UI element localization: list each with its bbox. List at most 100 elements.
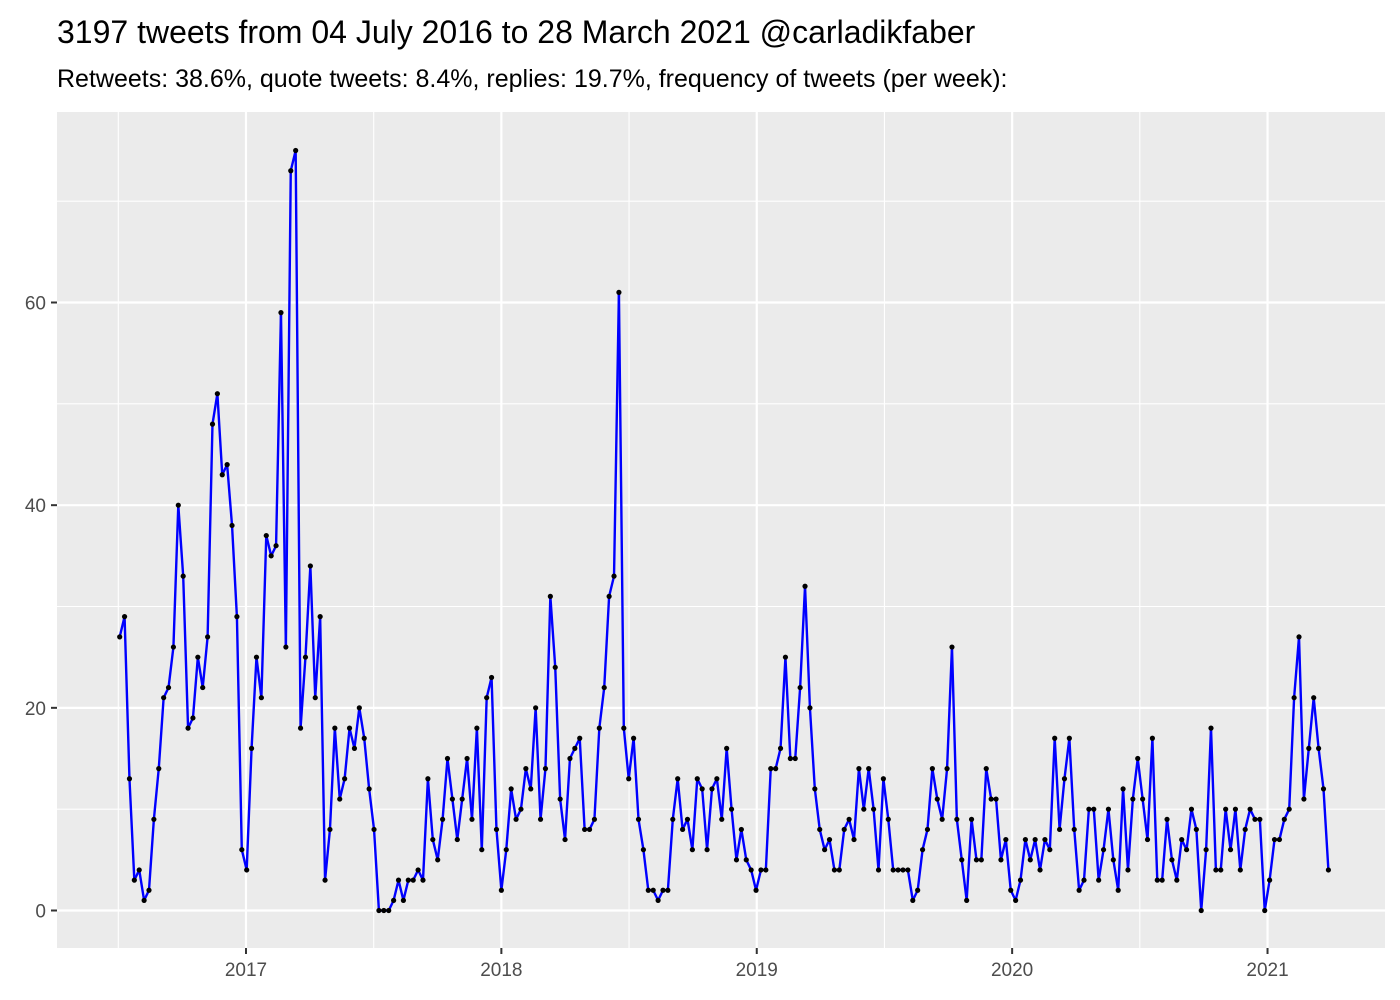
data-point [1110, 857, 1116, 863]
data-point [1169, 857, 1175, 863]
data-point [1164, 816, 1170, 822]
line-segment [598, 686, 606, 730]
line-segment [1126, 797, 1135, 872]
data-point [631, 735, 637, 741]
data-point [1125, 867, 1131, 873]
line-segment [970, 818, 978, 862]
data-point [1252, 816, 1258, 822]
data-point [1076, 887, 1082, 893]
data-point [591, 816, 598, 822]
data-point [484, 695, 490, 701]
data-point [944, 766, 950, 772]
line-segment [955, 818, 963, 862]
line-segment [867, 767, 875, 811]
data-point [964, 897, 970, 903]
data-point [890, 867, 896, 873]
data-point [263, 532, 269, 539]
data-point [1291, 695, 1297, 701]
data-point [817, 826, 823, 833]
line-segment [1234, 807, 1242, 872]
data-point [165, 684, 172, 691]
data-point [1213, 867, 1219, 873]
data-point [1159, 877, 1165, 883]
data-point [606, 593, 612, 599]
line-segment [304, 564, 312, 659]
data-point [738, 826, 744, 833]
line-segment [838, 828, 846, 872]
line-segment [749, 868, 758, 892]
line-segment [1092, 807, 1100, 882]
line-segment [906, 868, 914, 902]
data-point [1223, 806, 1229, 812]
line-segment [1175, 838, 1183, 882]
line-segment [367, 787, 376, 831]
line-segment [720, 747, 728, 821]
data-point [939, 816, 945, 822]
line-segment [1278, 818, 1286, 841]
data-point [528, 786, 534, 792]
data-point [293, 147, 299, 154]
data-point [322, 877, 328, 883]
line-segment [1312, 696, 1320, 750]
data-point [214, 391, 220, 397]
line-segment [563, 757, 572, 841]
data-point [704, 847, 710, 853]
line-segment [421, 777, 430, 882]
data-point [449, 796, 455, 802]
data-point [699, 786, 705, 792]
data-point [885, 816, 891, 822]
data-point [209, 421, 216, 427]
line-segment [191, 655, 200, 720]
data-point [910, 897, 916, 903]
data-point [1056, 826, 1063, 833]
line-segment [1317, 747, 1325, 791]
data-point [655, 897, 661, 903]
plot-panel [57, 112, 1385, 948]
data-point [753, 887, 759, 893]
data-point [1281, 816, 1287, 822]
line-segment [593, 726, 601, 821]
data-point [988, 796, 994, 802]
data-point [1071, 826, 1077, 833]
data-point [1086, 806, 1092, 812]
data-point [464, 755, 470, 762]
series-points-group [117, 147, 1331, 914]
data-point [1208, 725, 1214, 731]
line-segment [167, 645, 175, 689]
data-point [826, 836, 833, 843]
line-segment [402, 878, 410, 902]
line-segment [774, 747, 782, 770]
data-point [1061, 776, 1068, 782]
data-point [773, 766, 779, 772]
line-segment [181, 574, 190, 730]
data-point [1296, 634, 1302, 640]
line-segment [544, 595, 552, 770]
line-segment [950, 645, 959, 821]
y-tick-label: 20 [25, 699, 46, 720]
data-point [332, 725, 338, 731]
data-point [488, 674, 495, 681]
line-segment [627, 737, 635, 780]
data-point [1120, 786, 1126, 792]
data-point [660, 887, 666, 893]
data-point [645, 887, 651, 893]
y-tick-label: 0 [35, 902, 46, 923]
data-point [136, 867, 142, 873]
data-point [190, 715, 196, 721]
data-point [273, 543, 279, 549]
x-axis: 2017 2018 2019 2020 2021 [225, 948, 1289, 981]
data-point [121, 614, 128, 620]
data-point [1105, 806, 1112, 812]
line-segment [177, 503, 185, 578]
line-segment [358, 706, 366, 740]
data-point [219, 472, 225, 478]
data-point [719, 816, 725, 822]
line-segment [426, 777, 434, 841]
line-segment [794, 686, 802, 760]
data-point [577, 735, 583, 741]
data-point [513, 816, 519, 822]
line-segment [1200, 848, 1208, 912]
data-point [1017, 877, 1024, 883]
data-point [371, 826, 377, 833]
line-segment [779, 655, 787, 750]
